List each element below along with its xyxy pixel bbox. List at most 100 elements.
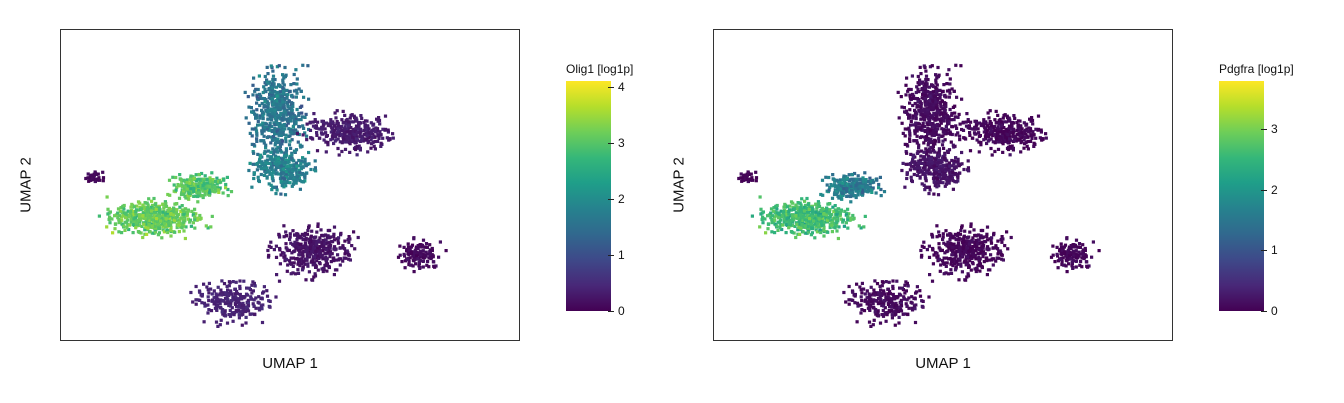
scatter-point [987,116,991,120]
scatter-point [338,246,342,250]
scatter-point [224,292,228,296]
scatter-point [984,256,988,260]
scatter-point [270,167,274,171]
scatter-point [431,254,435,258]
scatter-point [123,212,128,216]
scatter-point [168,220,172,224]
scatter-point [212,289,216,293]
scatter-point [926,78,930,82]
scatter-point [329,244,333,248]
scatter-point [834,185,838,189]
scatter-point [935,158,939,162]
scatter-point [277,133,281,137]
scatter-point [953,111,957,115]
scatter-point [855,179,859,183]
scatter-point [917,143,921,147]
scatter-point [312,255,316,259]
scatter-point [240,323,244,327]
scatter-point [296,268,300,272]
scatter-point [906,89,910,93]
scatter-point [275,99,279,103]
scatter-point [920,96,924,100]
scatter-point [303,176,307,180]
scatter-point [421,259,425,263]
scatter-point [855,177,859,181]
scatter-point [324,140,328,144]
scatter-point [301,244,305,248]
scatter-point [917,171,921,175]
scatter-point [975,138,979,142]
scatter-point [308,243,312,247]
scatter-point [835,220,839,224]
scatter-point [198,217,202,221]
scatter-point [331,256,335,260]
scatter-point [289,146,293,150]
scatter-point [150,203,155,207]
scatter-point [915,173,919,177]
scatter-point [846,217,850,221]
scatter-point [271,69,275,73]
scatter-point [948,237,952,242]
scatter-point [125,226,129,230]
scatter-point [905,151,909,155]
scatter-point [288,112,292,116]
scatter-point [226,194,230,198]
scatter-point [959,262,963,266]
scatter-point [346,127,350,132]
scatter-point [294,121,298,126]
scatter-point [860,189,864,193]
scatter-point [326,234,330,238]
scatter-point [837,196,841,200]
scatter-point [865,185,869,189]
scatter-point [197,187,201,191]
scatter-point [375,117,379,121]
scatter-point [958,134,962,138]
scatter-point [263,100,267,104]
scatter-point [314,265,318,269]
scatter-point [1041,137,1045,141]
scatter-point [421,265,425,269]
scatter-point [925,185,930,190]
scatter-point [915,103,919,107]
scatter-point [982,260,986,264]
scatter-point [274,168,278,172]
colorbar-tick-label: 2 [618,191,625,206]
scatter-point [178,173,182,177]
scatter-point [1029,119,1033,123]
scatter-point [149,211,153,215]
scatter-point [148,210,152,214]
scatter-point [175,208,179,212]
scatter-point [298,143,302,147]
scatter-point [341,259,345,263]
scatter-point [759,207,763,211]
scatter-point [414,262,418,266]
scatter-point [176,213,180,217]
scatter-point [335,120,339,124]
scatter-point [246,298,250,302]
scatter-point [412,237,416,241]
scatter-point [229,190,234,194]
scatter-point [934,176,938,180]
scatter-point [994,259,998,263]
scatter-point [267,304,271,308]
scatter-point [992,233,996,237]
scatter-point [926,129,930,133]
scatter-point [924,74,929,78]
scatter-point [207,308,211,312]
scatter-point [373,147,377,151]
scatter-point [205,185,209,189]
scatter-point [814,212,818,216]
scatter-point [247,286,251,290]
scatter-point [1016,123,1020,127]
scatter-point [344,256,348,260]
scatter-point [322,138,326,142]
scatter-point [289,163,293,167]
scatter-point [301,253,305,257]
scatter-point [291,229,295,233]
scatter-point [258,123,262,127]
scatter-point [979,234,983,238]
scatter-point [113,214,117,218]
scatter-point [276,114,280,118]
scatter-point [251,83,255,87]
scatter-point [252,76,256,80]
